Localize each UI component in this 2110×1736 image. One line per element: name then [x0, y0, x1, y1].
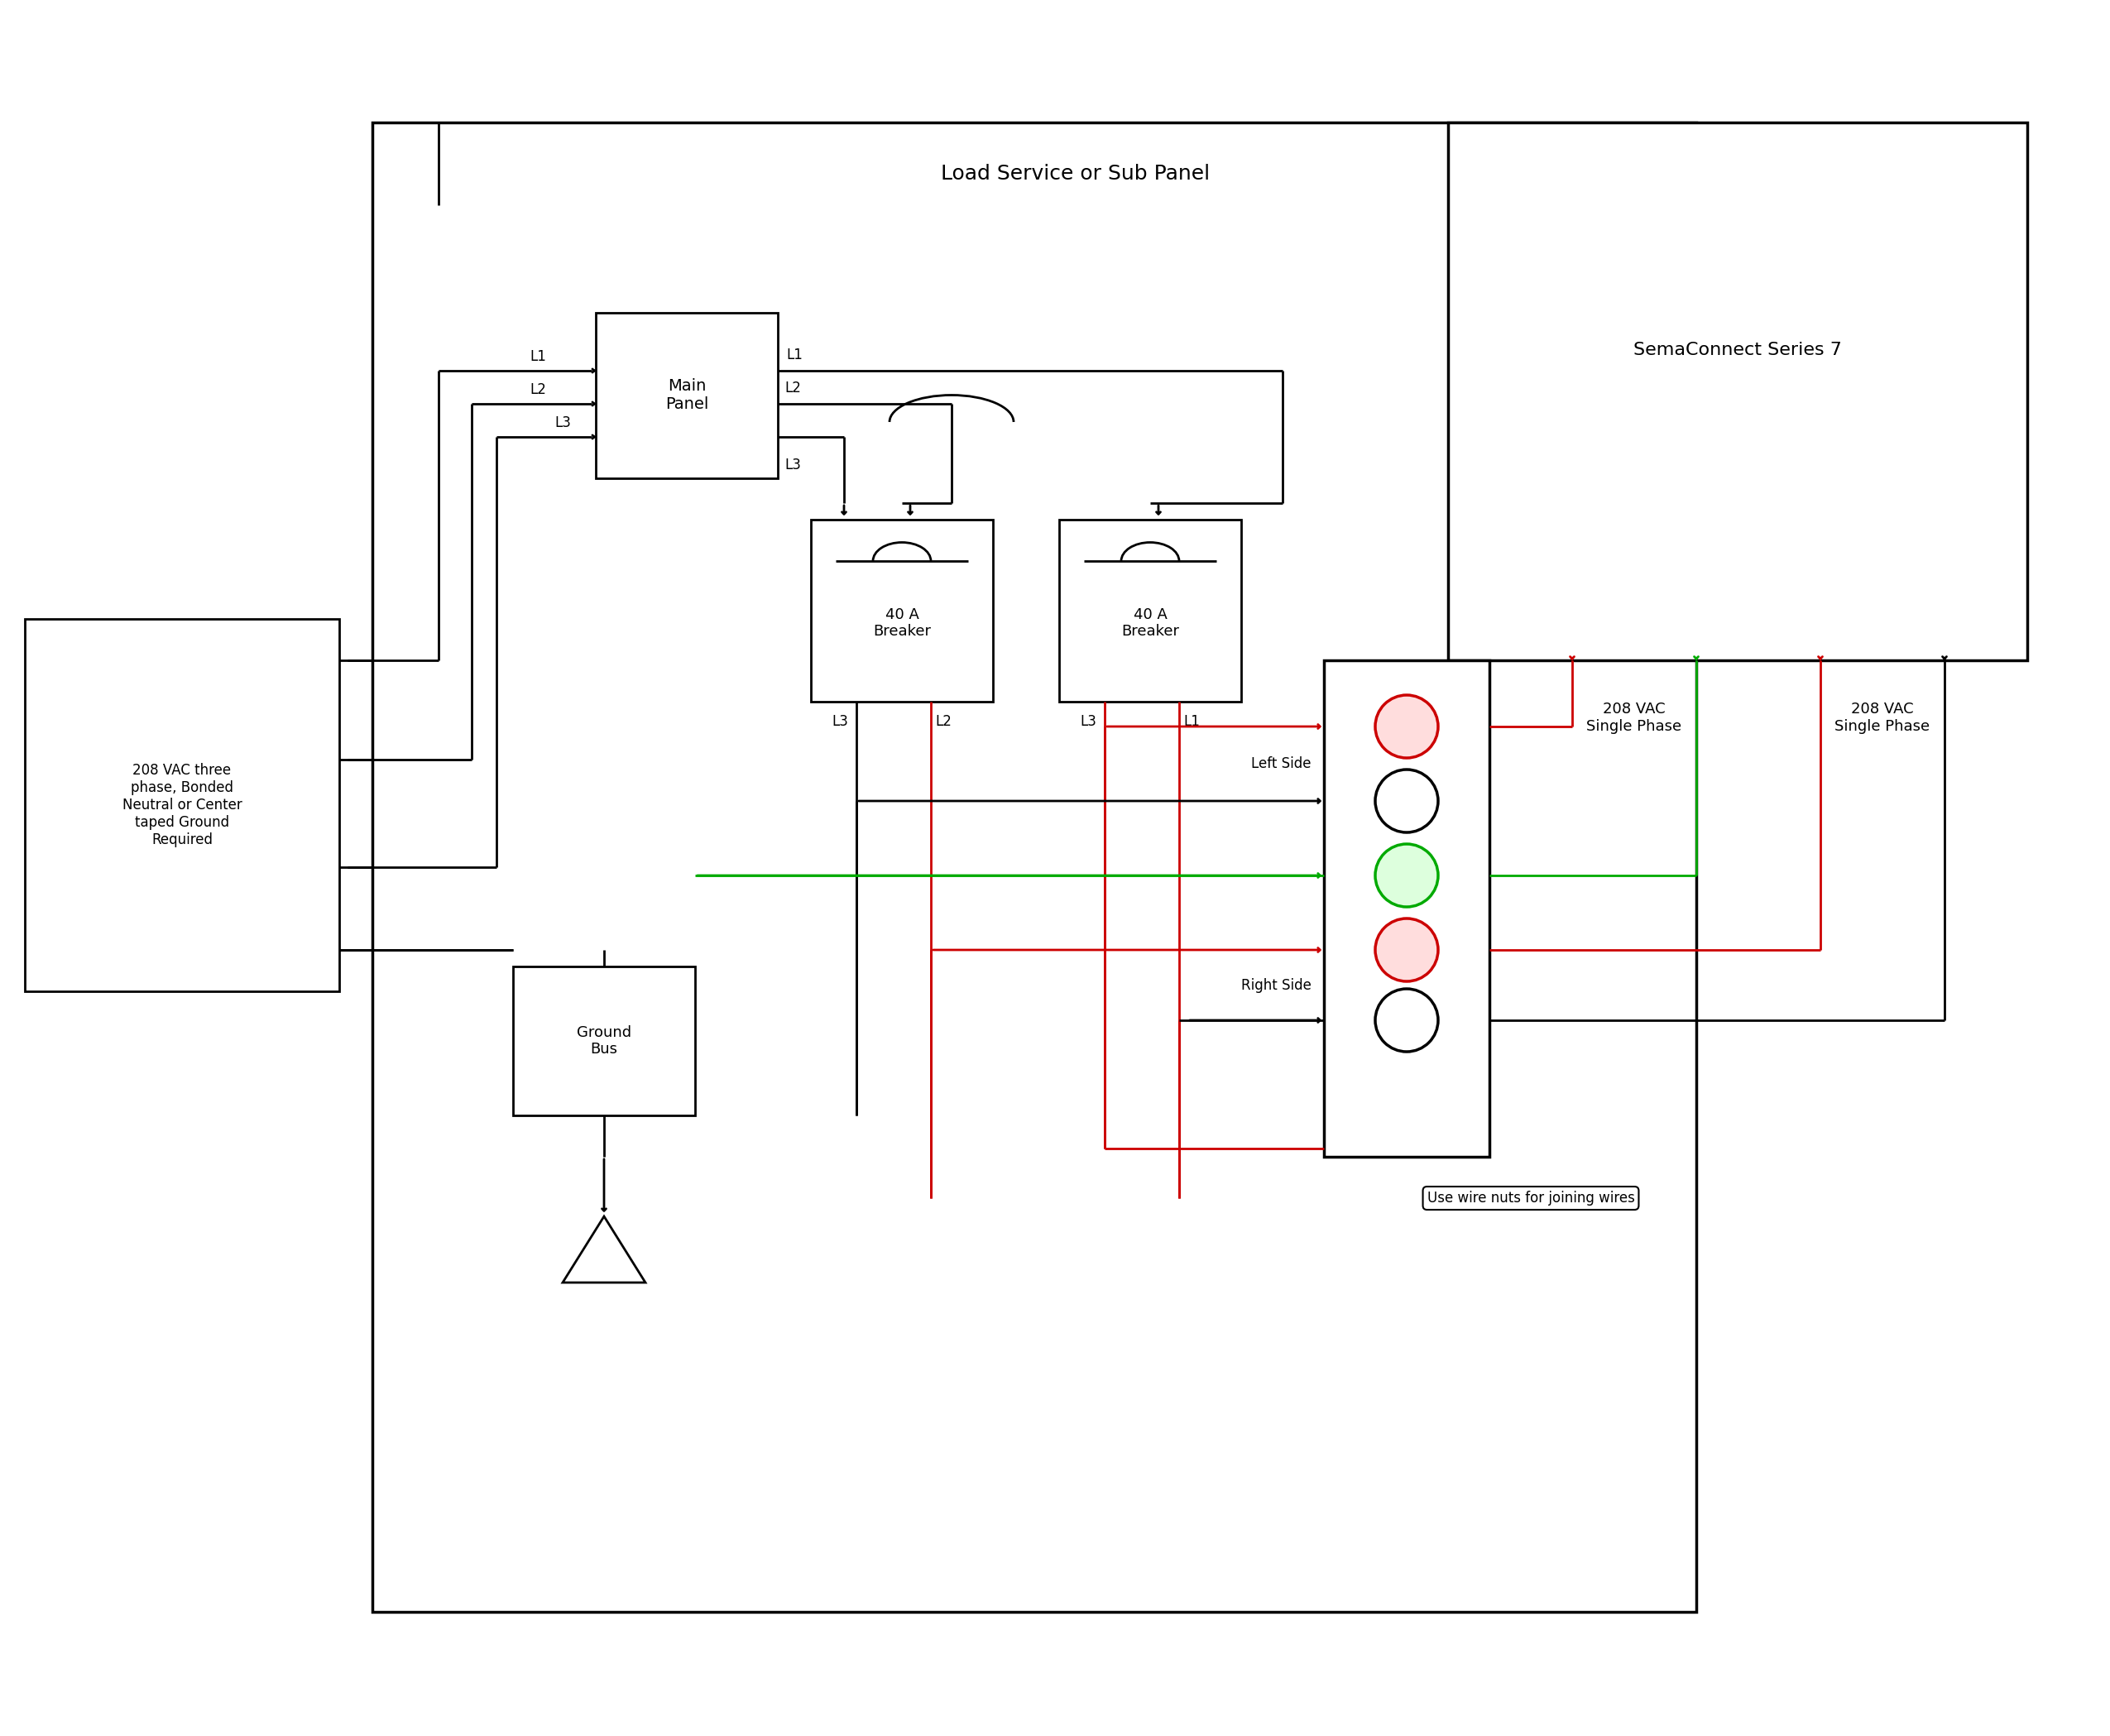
Text: L1: L1: [787, 347, 802, 363]
Text: L2: L2: [530, 382, 546, 398]
Text: 208 VAC three
phase, Bonded
Neutral or Center
taped Ground
Required: 208 VAC three phase, Bonded Neutral or C…: [122, 764, 243, 847]
Circle shape: [1376, 990, 1439, 1052]
Polygon shape: [563, 1217, 646, 1283]
Text: Left Side: Left Side: [1251, 757, 1312, 771]
Text: L3: L3: [831, 713, 848, 729]
Text: L3: L3: [555, 415, 572, 431]
Text: Ground
Bus: Ground Bus: [576, 1024, 631, 1057]
Text: Use wire nuts for joining wires: Use wire nuts for joining wires: [1426, 1191, 1635, 1205]
Circle shape: [1376, 844, 1439, 906]
Text: L2: L2: [935, 713, 952, 729]
Circle shape: [1376, 694, 1439, 759]
Text: 40 A
Breaker: 40 A Breaker: [874, 608, 931, 639]
Text: L1: L1: [530, 349, 546, 365]
Bar: [1323, 660, 1490, 1156]
Text: 208 VAC
Single Phase: 208 VAC Single Phase: [1587, 701, 1682, 734]
Text: Load Service or Sub Panel: Load Service or Sub Panel: [941, 163, 1211, 184]
Text: SemaConnect Series 7: SemaConnect Series 7: [1633, 342, 1842, 358]
Text: L3: L3: [1080, 713, 1097, 729]
Bar: [371, 123, 1696, 1613]
Bar: [810, 519, 994, 701]
Bar: [595, 312, 779, 479]
Bar: [25, 620, 340, 991]
Text: L2: L2: [785, 380, 802, 396]
Text: L3: L3: [785, 458, 802, 472]
Circle shape: [1376, 918, 1439, 981]
Bar: [1447, 123, 2028, 660]
Text: Right Side: Right Side: [1241, 977, 1312, 993]
Bar: [513, 967, 694, 1116]
Text: L1: L1: [1184, 713, 1201, 729]
Text: 208 VAC
Single Phase: 208 VAC Single Phase: [1836, 701, 1931, 734]
Text: 40 A
Breaker: 40 A Breaker: [1120, 608, 1179, 639]
Bar: [1059, 519, 1241, 701]
Circle shape: [1376, 769, 1439, 833]
Text: Main
Panel: Main Panel: [665, 378, 709, 413]
